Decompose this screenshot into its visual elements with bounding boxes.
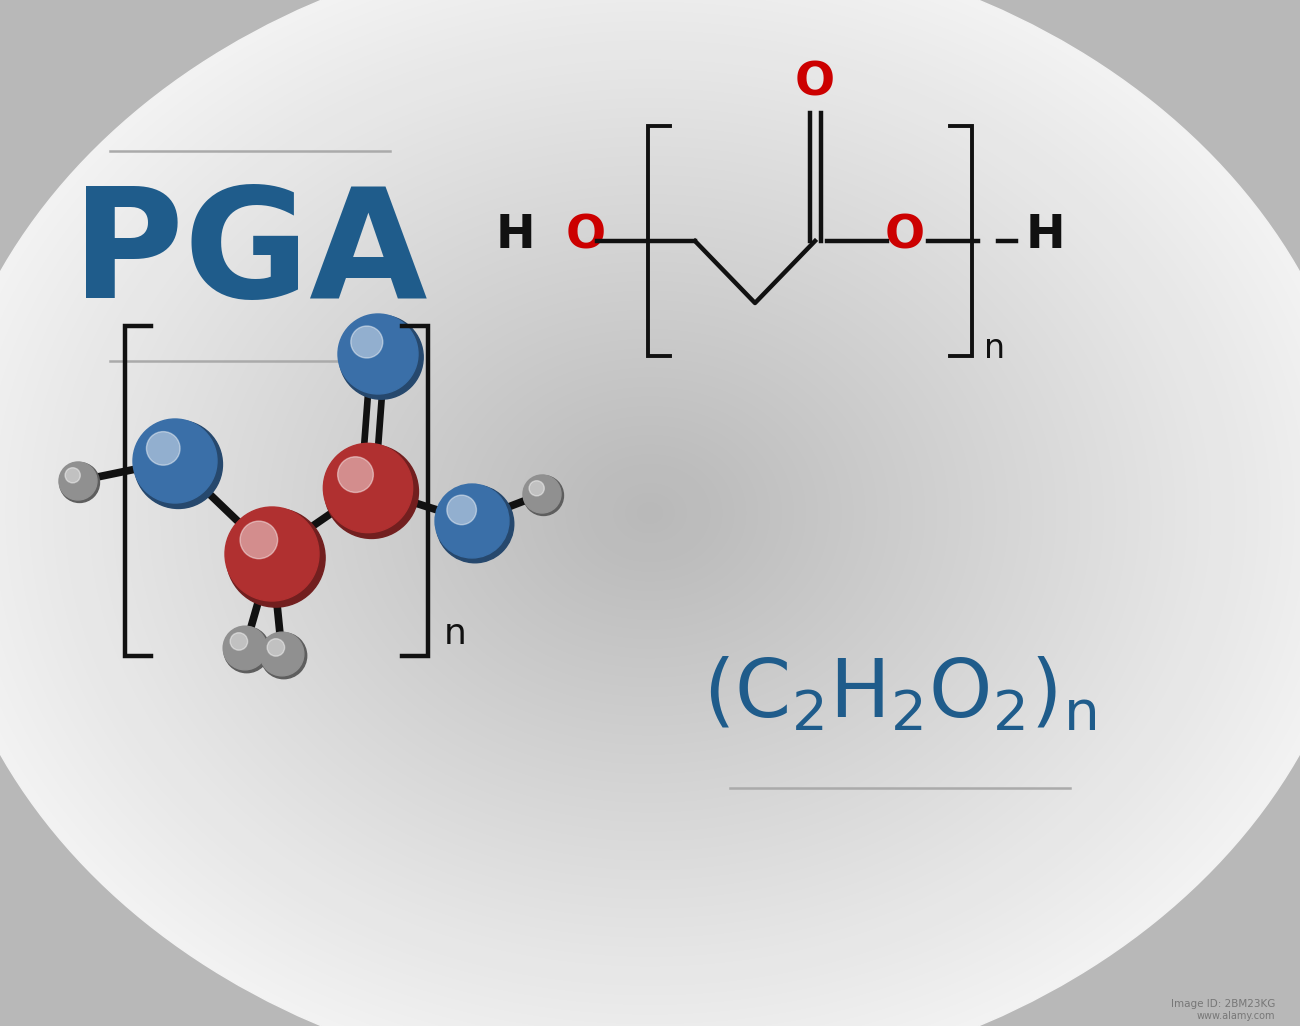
Circle shape <box>523 475 562 513</box>
Ellipse shape <box>543 427 757 599</box>
Ellipse shape <box>90 61 1210 965</box>
Ellipse shape <box>244 186 1056 840</box>
Circle shape <box>226 509 325 607</box>
Ellipse shape <box>424 330 876 696</box>
Ellipse shape <box>412 320 888 706</box>
Circle shape <box>224 626 266 670</box>
Ellipse shape <box>459 359 841 667</box>
Ellipse shape <box>364 282 936 744</box>
Ellipse shape <box>173 128 1127 898</box>
Ellipse shape <box>209 157 1091 869</box>
Circle shape <box>447 496 476 524</box>
Ellipse shape <box>198 148 1102 878</box>
Ellipse shape <box>292 225 1008 801</box>
Ellipse shape <box>555 436 745 590</box>
Text: H: H <box>1026 213 1066 259</box>
Ellipse shape <box>30 12 1270 1014</box>
Ellipse shape <box>567 445 733 581</box>
Circle shape <box>524 476 563 515</box>
Text: n: n <box>984 331 1005 364</box>
Ellipse shape <box>78 51 1222 975</box>
Ellipse shape <box>471 368 829 658</box>
Text: O: O <box>566 213 606 259</box>
Ellipse shape <box>484 379 816 647</box>
Text: $\mathregular{(C_2H_2O_2)_n}$: $\mathregular{(C_2H_2O_2)_n}$ <box>703 657 1097 735</box>
Circle shape <box>338 314 419 394</box>
Ellipse shape <box>578 456 722 570</box>
Circle shape <box>339 315 424 399</box>
Circle shape <box>324 443 412 532</box>
Ellipse shape <box>138 100 1162 926</box>
Circle shape <box>225 507 318 601</box>
Text: O: O <box>885 213 926 259</box>
Ellipse shape <box>507 397 793 629</box>
Ellipse shape <box>602 474 698 552</box>
Circle shape <box>65 468 81 483</box>
Ellipse shape <box>113 80 1186 946</box>
Ellipse shape <box>436 340 864 686</box>
Circle shape <box>436 484 510 558</box>
Text: PGA: PGA <box>73 182 428 330</box>
Ellipse shape <box>66 41 1234 985</box>
Circle shape <box>529 481 545 496</box>
Ellipse shape <box>638 504 662 522</box>
Circle shape <box>230 633 247 650</box>
Ellipse shape <box>328 253 972 773</box>
Ellipse shape <box>269 205 1031 821</box>
Ellipse shape <box>400 311 900 715</box>
Circle shape <box>325 444 419 539</box>
Ellipse shape <box>161 118 1139 908</box>
Ellipse shape <box>590 465 710 561</box>
Ellipse shape <box>352 272 948 754</box>
Ellipse shape <box>185 137 1115 889</box>
Ellipse shape <box>316 243 984 783</box>
Ellipse shape <box>341 263 959 763</box>
Circle shape <box>266 639 285 657</box>
Circle shape <box>224 627 269 673</box>
Circle shape <box>436 485 514 563</box>
Ellipse shape <box>387 302 913 724</box>
Ellipse shape <box>18 3 1282 1023</box>
Ellipse shape <box>221 166 1079 860</box>
Ellipse shape <box>530 417 770 609</box>
Text: Image ID: 2BM23KG: Image ID: 2BM23KG <box>1170 999 1275 1009</box>
Text: O: O <box>794 61 835 106</box>
Circle shape <box>260 632 304 676</box>
Ellipse shape <box>126 89 1174 937</box>
Circle shape <box>134 421 222 509</box>
Ellipse shape <box>447 350 853 676</box>
Circle shape <box>261 633 307 678</box>
Circle shape <box>338 457 373 492</box>
Ellipse shape <box>519 407 781 619</box>
Ellipse shape <box>627 494 673 532</box>
Ellipse shape <box>304 234 996 792</box>
Circle shape <box>147 432 179 465</box>
Ellipse shape <box>233 176 1067 850</box>
Ellipse shape <box>256 195 1043 831</box>
Ellipse shape <box>150 109 1150 917</box>
Text: H: H <box>495 213 536 259</box>
Ellipse shape <box>376 291 924 735</box>
Ellipse shape <box>101 70 1199 956</box>
Ellipse shape <box>614 484 686 542</box>
Circle shape <box>58 462 98 500</box>
Circle shape <box>60 463 100 503</box>
Ellipse shape <box>6 0 1294 1026</box>
Ellipse shape <box>55 32 1245 994</box>
Ellipse shape <box>42 23 1258 1003</box>
Ellipse shape <box>281 214 1019 812</box>
Circle shape <box>240 521 278 559</box>
Circle shape <box>351 326 382 358</box>
Text: www.alamy.com: www.alamy.com <box>1196 1011 1275 1021</box>
Circle shape <box>133 419 217 503</box>
Ellipse shape <box>495 388 805 638</box>
Text: n: n <box>445 617 467 652</box>
